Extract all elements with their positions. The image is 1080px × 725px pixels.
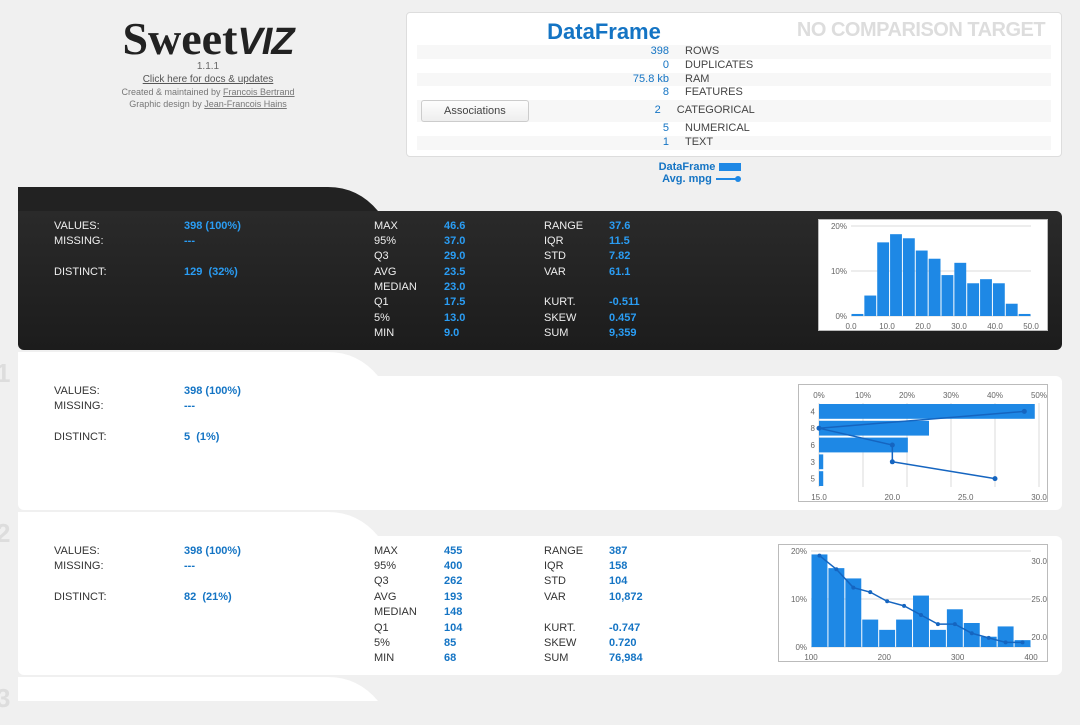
logo: SweetVIZ [18,18,398,59]
svg-text:4: 4 [811,407,816,416]
histogram-chart: 0% 10% 20% 0.0 10.0 20.0 30.0 40.0 50.0 [818,219,1048,331]
svg-text:10%: 10% [855,391,871,400]
svg-text:200: 200 [878,653,892,662]
summary-row: Associations2CATEGORICAL [417,100,1051,122]
svg-text:300: 300 [951,653,965,662]
credits-line-2: Graphic design by Jean-Francois Hains [18,99,398,109]
svg-text:5: 5 [811,474,816,483]
svg-text:400: 400 [1024,653,1038,662]
svg-text:20.0: 20.0 [885,493,901,502]
logo-brand: Sweet [122,13,237,64]
summary-row: 1TEXT [417,136,1051,150]
feature-tab[interactable]: displacement [0,512,1080,536]
docs-link[interactable]: Click here for docs & updates [18,74,398,85]
svg-text:30.0: 30.0 [951,322,967,331]
dataframe-summary-box: DataFrame NO COMPARISON TARGET 398ROWS0D… [406,12,1062,157]
legend-line [716,178,738,180]
svg-text:0%: 0% [813,391,825,400]
svg-text:20%: 20% [831,222,847,231]
svg-text:40%: 40% [987,391,1003,400]
credits-line-1: Created & maintained by Francois Bertran… [18,87,398,97]
svg-text:50%: 50% [1031,391,1047,400]
feature-tab[interactable]: cylinders [0,352,1080,376]
legend: DataFrame Avg. mpg [0,161,1080,185]
svg-text:25.0: 25.0 [1031,595,1047,604]
logo-suffix: VIZ [237,21,293,63]
svg-text:20.0: 20.0 [1031,633,1047,642]
svg-text:30.0: 30.0 [1031,557,1047,566]
feature-body: VALUES: MISSING: DISTINCT: 398 (100%) --… [18,211,1062,350]
legend-swatch [719,163,741,171]
logo-column: SweetVIZ 1.1.1 Click here for docs & upd… [18,12,398,157]
no-comparison-label: NO COMPARISON TARGET [791,19,1051,45]
svg-text:6: 6 [811,441,816,450]
feature-displacement[interactable]: 2 displacement VALUES: MISSING: DISTINCT… [0,512,1080,675]
feature-cylinders[interactable]: 1 cylinders VALUES: MISSING: DISTINCT: 3… [0,352,1080,510]
summary-row: 398ROWS [417,45,1051,59]
summary-row: 0DUPLICATES [417,59,1051,73]
svg-text:40.0: 40.0 [987,322,1003,331]
svg-text:30%: 30% [943,391,959,400]
svg-text:30.0: 30.0 [1031,493,1047,502]
svg-text:25.0: 25.0 [958,493,974,502]
associations-button[interactable]: Associations [421,100,529,122]
svg-text:8: 8 [811,424,816,433]
barh-chart: 0% 10% 20% 30% 40% 50% 4 8 6 3 5 15.0 20.0 25.0 30.0 [798,384,1048,502]
svg-text:50.0: 50.0 [1023,322,1039,331]
summary-row: 8FEATURES [417,86,1051,100]
version: 1.1.1 [18,61,398,72]
dataframe-title: DataFrame [417,19,791,45]
svg-text:0%: 0% [835,312,847,321]
svg-text:10%: 10% [791,595,807,604]
svg-text:20%: 20% [791,547,807,556]
svg-text:10%: 10% [831,267,847,276]
svg-text:0%: 0% [795,643,807,652]
summary-row: 5NUMERICAL [417,122,1051,136]
designer-link[interactable]: Jean-Francois Hains [204,99,287,109]
svg-text:20.0: 20.0 [915,322,931,331]
feature-horsepower[interactable]: 3 horsepower [0,677,1080,701]
feature-tab[interactable]: mpg [0,187,1080,211]
svg-text:10.0: 10.0 [879,322,895,331]
svg-text:3: 3 [811,457,816,466]
summary-row: 75.8 kbRAM [417,73,1051,87]
histogram-chart: 0% 10% 20% 30.0 25.0 20.0 100 200 300 400 [778,544,1048,662]
feature-tab[interactable]: horsepower [0,677,1080,701]
svg-text:15.0: 15.0 [811,493,827,502]
svg-text:100: 100 [804,653,818,662]
svg-text:0.0: 0.0 [845,322,857,331]
svg-text:20%: 20% [899,391,915,400]
feature-body: VALUES: MISSING: DISTINCT: 398 (100%) --… [18,376,1062,510]
feature-body: VALUES: MISSING: DISTINCT: 398 (100%) --… [18,536,1062,675]
feature-mpg[interactable]: mpg VALUES: MISSING: DISTINCT: 398 (100%… [0,187,1080,350]
author-link[interactable]: Francois Bertrand [223,87,295,97]
